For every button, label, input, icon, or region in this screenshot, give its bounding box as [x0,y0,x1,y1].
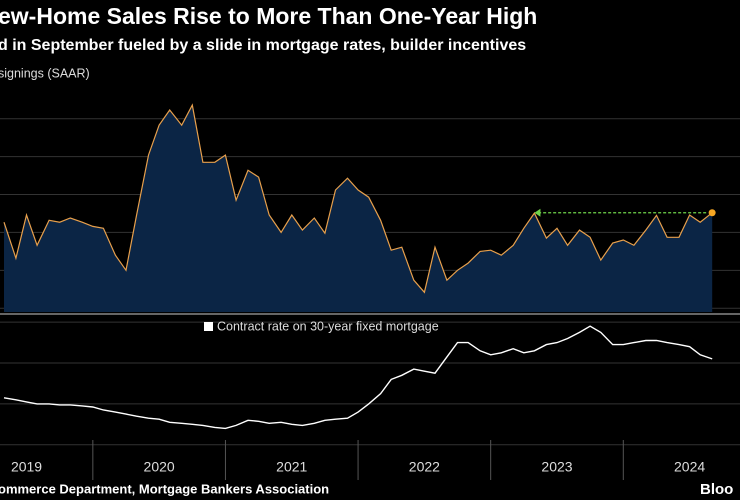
x-tick-label: 2021 [276,459,307,475]
brand: Bloo [700,481,733,498]
end-point [708,209,716,217]
arrow-head [534,208,541,217]
chart-subtitle: d in September fueled by a slide in mort… [0,37,526,54]
chart-title: ew-Home Sales Rise to More Than One-Year… [0,3,537,29]
legend-swatch [204,322,213,331]
x-tick-label: 2019 [11,459,42,475]
x-tick-label: 2023 [541,459,572,475]
legend-label: signings (SAAR) [0,66,90,80]
area [4,105,713,312]
x-tick-label: 2024 [674,459,705,475]
line [3,325,713,430]
x-tick-label: 2020 [144,459,175,475]
legend-label: Contract rate on 30-year fixed mortgage [217,319,439,333]
source: ommerce Department, Mortgage Bankers Ass… [0,481,329,496]
x-tick-label: 2022 [409,459,440,475]
line [3,103,713,294]
